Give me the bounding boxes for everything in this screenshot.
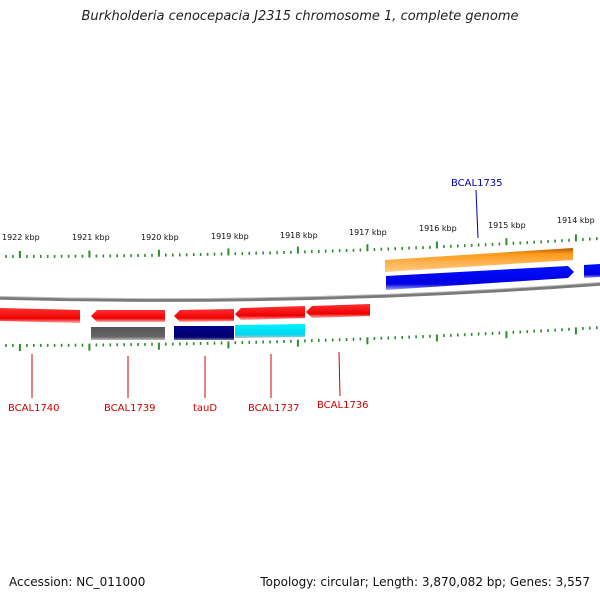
- reverse-strand-features: [91, 324, 305, 340]
- kbp-label: 1917 kbp: [349, 228, 387, 237]
- feature-navy[interactable]: [174, 326, 234, 340]
- kbp-label: 1915 kbp: [488, 221, 526, 230]
- kbp-label: 1919 kbp: [211, 232, 249, 241]
- gene-arrow-bcal1736[interactable]: [306, 304, 370, 318]
- kbp-label: 1921 kbp: [72, 233, 110, 242]
- kbp-label: 1920 kbp: [141, 233, 179, 242]
- chromosome-backbone-highlight: [0, 282, 600, 300]
- gene-arrow[interactable]: [385, 248, 573, 272]
- kbp-label: 1918 kbp: [280, 231, 318, 240]
- kbp-tick-row-bottom: [5, 326, 598, 351]
- gene-label-bcal1740[interactable]: BCAL1740: [8, 403, 60, 414]
- leader-line: [338, 351, 341, 397]
- gene-label-bcal1736[interactable]: BCAL1736: [317, 400, 369, 411]
- kbp-labels: 1922 kbp 1921 kbp 1920 kbp 1919 kbp 1918…: [2, 216, 595, 242]
- gene-label-bcal1739[interactable]: BCAL1739: [104, 403, 156, 414]
- kbp-label: 1916 kbp: [419, 224, 457, 233]
- genome-summary-text: Topology: circular; Length: 3,870,082 bp…: [260, 575, 590, 589]
- gene-label-taud[interactable]: tauD: [193, 403, 217, 414]
- kbp-label: 1922 kbp: [2, 233, 40, 242]
- gene-arrow-taud[interactable]: [174, 309, 234, 322]
- leader-line: [475, 189, 479, 239]
- forward-strand-genes: [385, 248, 600, 290]
- kbp-label: 1914 kbp: [557, 216, 595, 225]
- gene-arrow[interactable]: [584, 264, 600, 278]
- kbp-tick-row-top: [5, 234, 598, 258]
- gene-arrow-bcal1739[interactable]: [91, 310, 165, 322]
- gene-arrow-bcal1737[interactable]: [235, 306, 305, 320]
- gene-label-bcal1737[interactable]: BCAL1737: [248, 403, 300, 414]
- feature-cyan[interactable]: [235, 324, 305, 338]
- gene-arrow-bcal1735[interactable]: [386, 266, 574, 290]
- feature-gray[interactable]: [91, 327, 165, 340]
- gene-arrow-bcal1740[interactable]: [0, 308, 80, 323]
- accession-text: Accession: NC_011000: [9, 575, 146, 589]
- gene-labels: BCAL1735 BCAL1740 BCAL1739 tauD BCAL1737…: [8, 178, 503, 414]
- map-title: Burkholderia cenocepacia J2315 chromosom…: [81, 9, 519, 24]
- gene-label-bcal1735[interactable]: BCAL1735: [451, 178, 503, 189]
- label-leaders: [31, 189, 479, 398]
- reverse-strand-genes: [0, 304, 370, 323]
- chromosome-backbone: [0, 282, 600, 302]
